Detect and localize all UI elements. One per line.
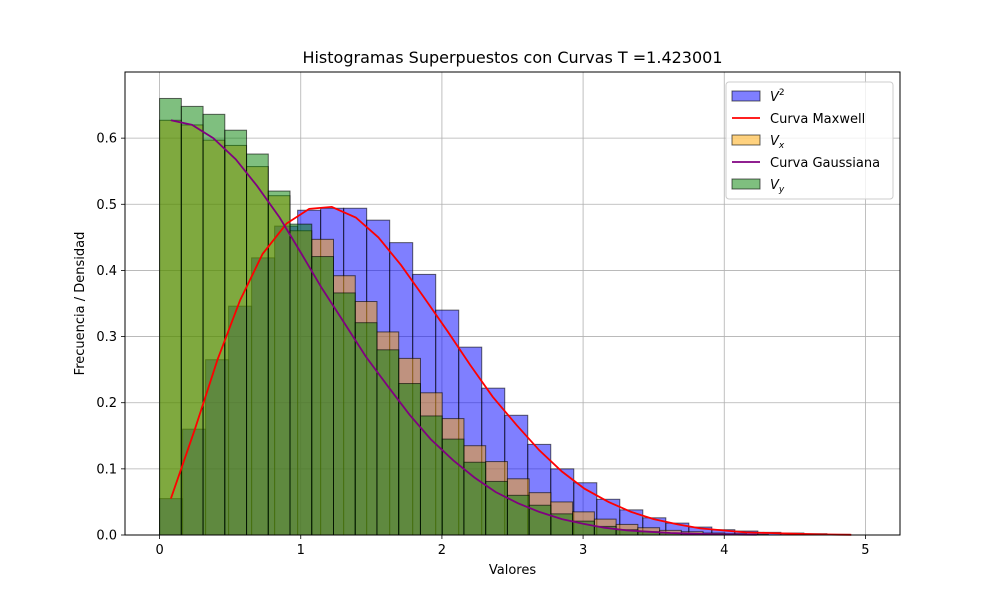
x-tick-label: 3 — [579, 543, 587, 558]
histogram-bar — [463, 461, 487, 536]
histogram-bar — [311, 256, 335, 536]
legend-label: Curva Gaussiana — [770, 156, 880, 171]
y-tick-label: 0.2 — [96, 396, 117, 411]
x-tick-label: 1 — [297, 543, 305, 558]
y-axis-label: Frecuencia / Densidad — [73, 232, 88, 376]
histogram-bar — [159, 97, 182, 536]
legend-swatch — [731, 178, 761, 190]
legend-swatch — [731, 134, 761, 146]
legend-item: Curva Gaussiana — [732, 156, 880, 171]
x-axis-label: Valores — [489, 563, 536, 578]
histogram-bar — [506, 494, 530, 536]
legend-box — [725, 81, 894, 200]
density-curves — [170, 119, 852, 536]
histogram-bar — [354, 322, 378, 536]
histogram-bar — [333, 292, 356, 536]
histogram-bar — [180, 105, 204, 536]
histogram-bars — [159, 97, 851, 536]
x-tick-label: 0 — [155, 543, 163, 558]
y-tick-label: 0.0 — [96, 529, 117, 544]
x-tick-label: 4 — [720, 543, 728, 558]
plot-frame — [124, 71, 901, 536]
x-tick-label: 2 — [438, 543, 446, 558]
chart-title: Histogramas Superpuestos con Curvas T =1… — [302, 48, 722, 67]
histogram-series-2 — [159, 97, 726, 536]
histogram-bar — [485, 480, 508, 536]
axis-ticks: 0 1 2 3 4 5 0.0 0.1 0.2 0.3 0.4 0.5 0.6 — [96, 132, 869, 558]
histogram-bar — [202, 113, 226, 536]
histogram-bar — [419, 415, 443, 536]
curve-line-1 — [170, 119, 757, 536]
y-tick-label: 0.3 — [96, 330, 117, 345]
y-tick-label: 0.6 — [96, 132, 117, 147]
x-tick-label: 5 — [861, 543, 869, 558]
legend-label: Curva Maxwell — [770, 112, 865, 127]
curve-line-0 — [170, 205, 852, 536]
y-tick-label: 0.5 — [96, 198, 117, 213]
legend-swatch — [731, 90, 761, 102]
legend-item: Curva Maxwell — [732, 112, 865, 127]
histogram-bar — [376, 349, 400, 536]
y-tick-label: 0.4 — [96, 264, 117, 279]
histogram-bar — [246, 153, 269, 536]
histogram-bar — [289, 223, 313, 536]
y-tick-label: 0.1 — [96, 462, 117, 477]
